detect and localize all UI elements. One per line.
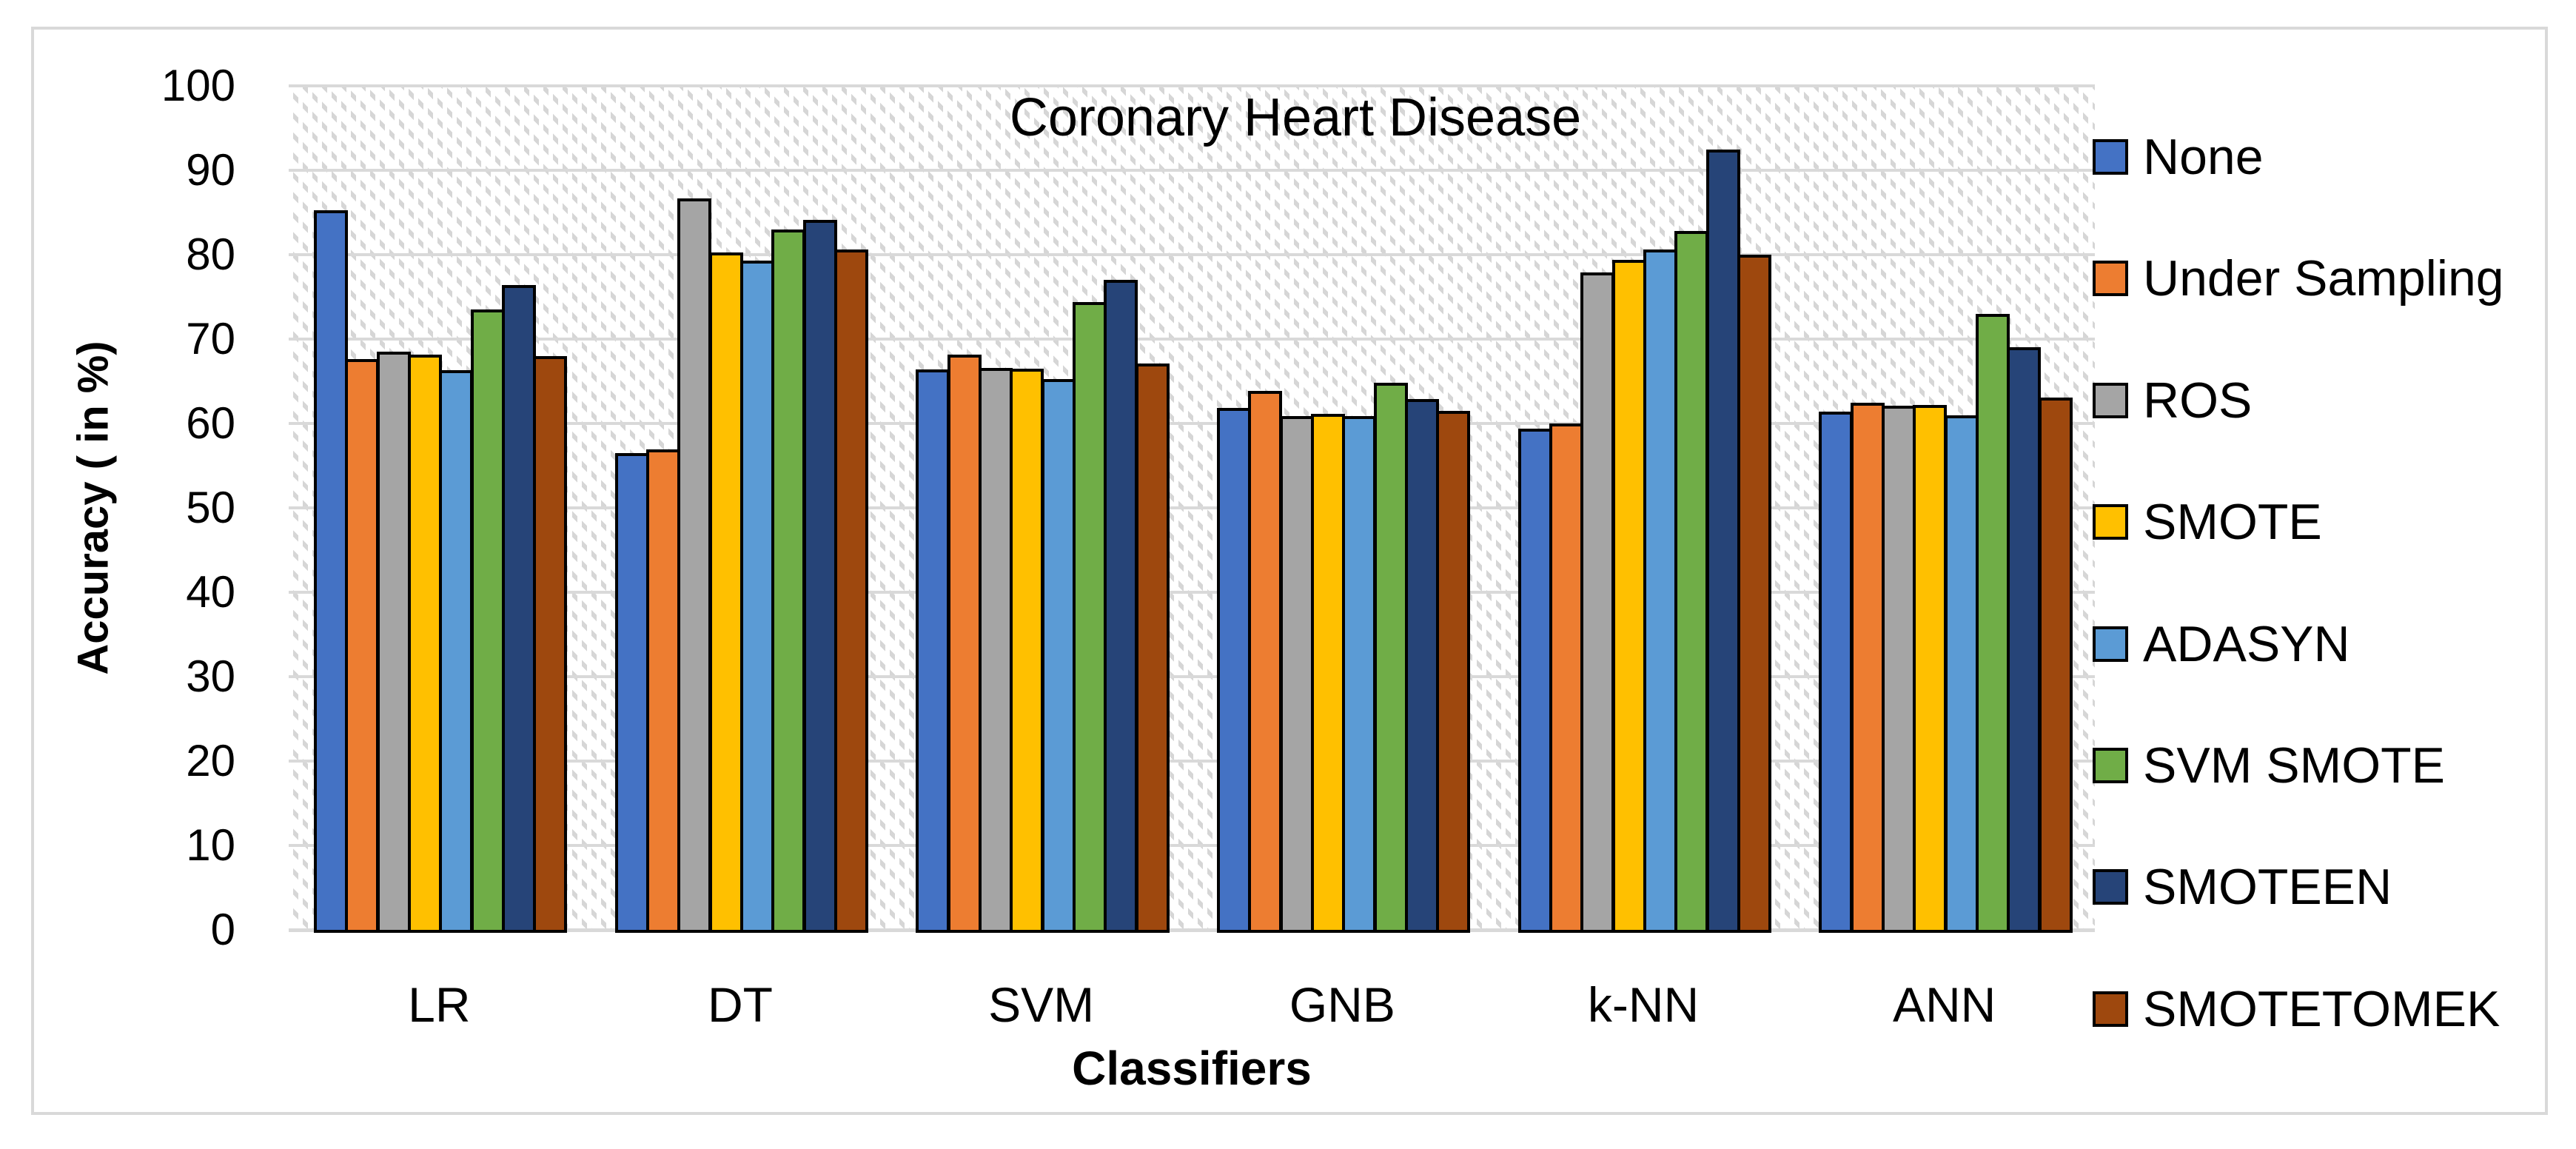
legend-label-smote: SMOTE [2143,494,2322,551]
y-tick-label-50: 50 [186,483,235,532]
y-tick-label-40: 40 [186,567,235,617]
bar-lr-smotetomek [533,355,568,933]
bar-k-nn-none [1517,428,1552,933]
x-axis-line [289,928,2095,932]
bar-dt-svm-smote [771,229,806,933]
bar-gnb-ros [1279,415,1314,933]
bar-dt-ros [677,198,712,933]
bar-k-nn-svm-smote [1674,231,1709,933]
bar-svm-smoteen [1104,280,1138,933]
bar-svm-svm-smote [1072,301,1107,933]
x-category-label-gnb: GNB [1289,977,1395,1032]
bar-dt-none [614,452,649,933]
bar-lr-adasyn [439,370,474,933]
legend-swatch-smoteen [2093,869,2128,905]
y-tick-label-10: 10 [186,820,235,870]
bar-lr-none [314,210,349,933]
gridline-80 [289,253,2095,256]
bar-svm-none [916,369,950,933]
x-category-label-svm: SVM [988,977,1095,1032]
y-tick-label-60: 60 [186,398,235,448]
legend-swatch-none [2093,139,2128,175]
x-category-label-dt: DT [708,977,773,1032]
bar-svm-smotetomek [1135,364,1170,933]
bar-dt-smoteen [802,220,837,933]
legend-swatch-smote [2093,504,2128,540]
bar-k-nn-smote [1611,259,1646,933]
bar-svm-ros [979,367,1013,933]
bar-ann-ros [1882,406,1916,933]
bar-svm-smote [1010,368,1044,933]
bar-lr-smoteen [501,285,536,933]
gridline-30 [289,675,2095,678]
gridline-10 [289,844,2095,847]
bar-dt-smotetomek [833,249,868,933]
legend-swatch-under-sampling [2093,261,2128,297]
y-tick-label-80: 80 [186,230,235,279]
gridline-100 [289,84,2095,87]
y-tick-label-30: 30 [186,651,235,701]
gridline-70 [289,338,2095,341]
legend-label-smoteen: SMOTEEN [2143,859,2392,916]
legend-swatch-ros [2093,382,2128,418]
bar-dt-adasyn [740,260,774,933]
x-category-label-lr: LR [408,977,471,1032]
bar-gnb-svm-smote [1373,383,1408,933]
bar-dt-under-sampling [646,449,681,933]
plot-area [289,86,2095,930]
legend-label-smotetomek: SMOTETOMEK [2143,980,2500,1037]
y-tick-label-90: 90 [186,145,235,195]
bar-ann-none [1819,412,1854,933]
y-tick-label-100: 100 [161,61,235,110]
bar-ann-adasyn [1944,415,1979,933]
legend-label-adasyn: ADASYN [2143,615,2350,672]
legend-label-none: None [2143,129,2264,185]
bar-k-nn-smotetomek [1737,255,1771,933]
gridline-60 [289,422,2095,425]
bar-k-nn-smoteen [1705,149,1740,933]
bar-lr-smote [408,354,443,933]
legend-swatch-adasyn [2093,626,2128,662]
bar-k-nn-adasyn [1643,249,1677,933]
bar-svm-adasyn [1041,378,1076,933]
legend-label-ros: ROS [2143,372,2253,429]
bar-gnb-none [1217,408,1252,933]
legend-swatch-svm-smote [2093,748,2128,783]
bar-gnb-smoteen [1404,398,1439,933]
bar-dt-smote [708,252,743,933]
bar-svm-under-sampling [947,354,982,933]
gridline-50 [289,506,2095,509]
bar-gnb-smote [1311,414,1346,933]
bar-ann-smoteen [2007,347,2042,933]
bar-k-nn-under-sampling [1549,423,1584,933]
bar-ann-smotetomek [2038,397,2073,933]
bar-gnb-under-sampling [1248,390,1283,933]
bar-k-nn-ros [1580,272,1615,933]
chart-outer-border [31,27,2548,1115]
legend-label-svm-smote: SVM SMOTE [2143,737,2446,794]
bar-ann-svm-smote [1975,313,2010,933]
bar-lr-under-sampling [345,359,380,933]
y-tick-label-0: 0 [210,905,235,954]
legend-swatch-smotetomek [2093,991,2128,1027]
legend-label-under-sampling: Under Sampling [2143,250,2504,307]
gridline-20 [289,760,2095,763]
bar-gnb-adasyn [1342,415,1377,933]
x-axis-title: Classifiers [1072,1042,1312,1095]
y-tick-label-70: 70 [186,314,235,364]
gridline-90 [289,169,2095,172]
bar-ann-under-sampling [1850,402,1885,933]
x-category-label-ann: ANN [1892,977,1996,1032]
bar-lr-svm-smote [470,309,505,933]
y-axis-title: Accuracy ( in %) [69,341,118,675]
gridline-40 [289,591,2095,594]
bar-gnb-smotetomek [1436,410,1471,933]
y-tick-label-20: 20 [186,736,235,785]
x-category-label-k-nn: k-NN [1587,977,1700,1032]
bar-ann-smote [1913,404,1948,933]
chart-title: Coronary Heart Disease [1009,88,1582,147]
bar-lr-ros [376,352,411,933]
